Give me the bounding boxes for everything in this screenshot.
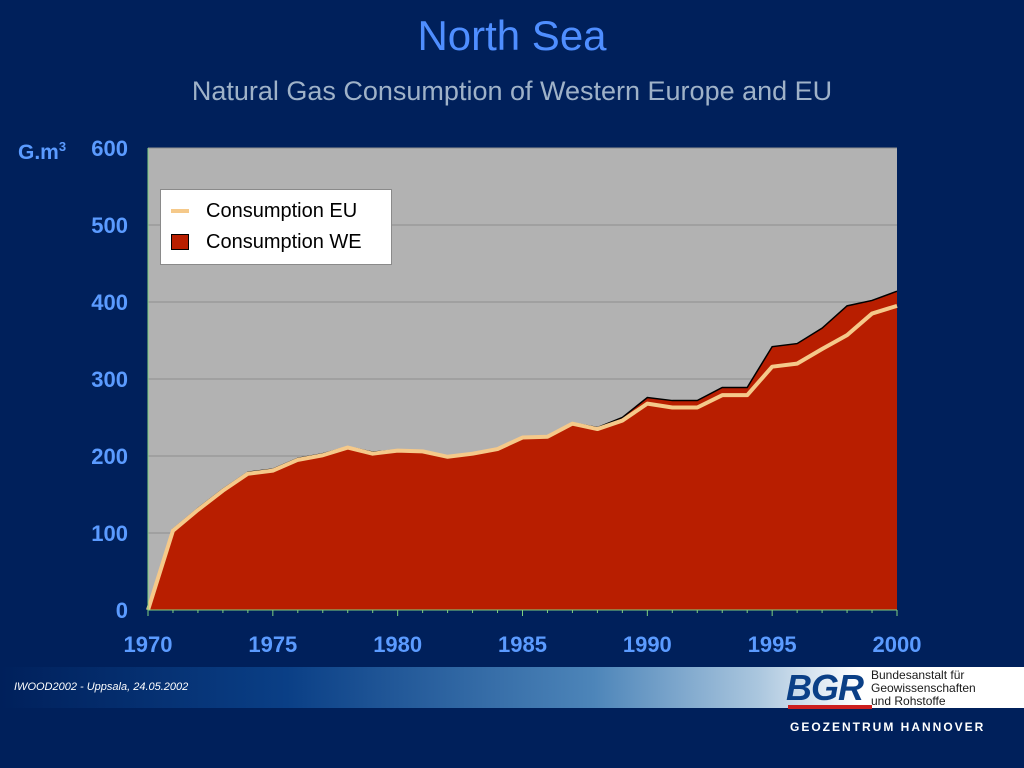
slide-subtitle: Natural Gas Consumption of Western Europ…: [191, 76, 833, 106]
bgr-name-line-3: und Rohstoffe: [871, 693, 946, 708]
x-tick-label-2000: 2000: [873, 632, 922, 657]
y-tick-label-200: 200: [91, 444, 128, 469]
y-axis-unit-label: G.m3: [18, 139, 66, 165]
bgr-logo: BGR Bundesanstalt für Geowissenschaften …: [786, 667, 1024, 709]
legend-label-eu: Consumption EU: [206, 199, 358, 222]
unit-label-superscript: 3: [58, 139, 67, 154]
legend-swatch-eu: [171, 209, 189, 213]
legend-item-eu: Consumption EU: [171, 199, 357, 223]
x-tick-label-1980: 1980: [373, 632, 422, 657]
area-chart: 0 100 200 300 400 500 600 1970 1975 1980 1985 1990 1…: [91, 136, 922, 657]
x-tick-label-1970: 1970: [124, 632, 173, 657]
bgr-logo-bar: [788, 705, 872, 709]
bgr-name-line-1: Bundesanstalt für: [871, 667, 965, 682]
x-tick-label-1995: 1995: [748, 632, 797, 657]
x-tick-label-1990: 1990: [623, 632, 672, 657]
x-tick-label-1985: 1985: [498, 632, 547, 657]
series-line-consumption-eu: [146, 303, 898, 611]
legend-swatch-we: [171, 234, 189, 250]
y-tick-label-300: 300: [91, 367, 128, 392]
legend-item-we: Consumption WE: [171, 230, 362, 254]
y-tick-label-500: 500: [91, 213, 128, 238]
y-tick-label-0: 0: [116, 598, 128, 623]
slide-title: North Sea: [417, 12, 607, 59]
footer-event-text: IWOOD2002 - Uppsala, 24.05.2002: [14, 681, 189, 693]
bgr-logo-text: BGR: [786, 667, 864, 708]
y-tick-label-600: 600: [91, 136, 128, 161]
y-tick-label-400: 400: [91, 290, 128, 315]
bgr-name-line-2: Geowissenschaften: [871, 680, 976, 695]
bgr-logo-name: Bundesanstalt für Geowissenschaften und …: [871, 667, 976, 708]
chart-legend: Consumption EU Consumption WE: [160, 189, 392, 265]
series-area-consumption-we: [148, 291, 897, 610]
legend-label-we: Consumption WE: [206, 230, 362, 253]
x-tick-label-1975: 1975: [248, 632, 297, 657]
bgr-logo-letters: BGR: [786, 667, 872, 709]
unit-label-text: G.m: [18, 141, 59, 164]
y-tick-label-100: 100: [91, 521, 128, 546]
geozentrum-hannover-text: GEOZENTRUM HANNOVER: [790, 720, 986, 734]
footer-band: [0, 667, 1024, 708]
